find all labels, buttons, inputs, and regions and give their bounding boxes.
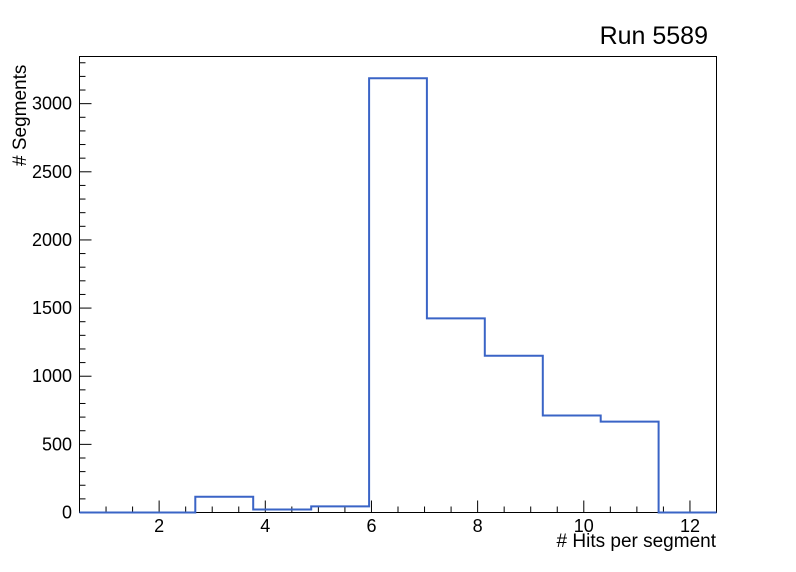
x-tick-label: 8 xyxy=(473,516,483,536)
x-tick-label: 10 xyxy=(574,516,594,536)
y-tick-label: 2000 xyxy=(32,230,72,250)
y-tick-label: 2500 xyxy=(32,162,72,182)
y-tick-label: 1000 xyxy=(32,366,72,386)
x-axis-label: # Hits per segment xyxy=(556,531,716,552)
y-tick-label: 500 xyxy=(42,434,72,454)
y-tick-label: 3000 xyxy=(32,94,72,114)
plot-frame xyxy=(79,56,717,513)
x-tick-label: 2 xyxy=(154,516,164,536)
x-tick-label: 6 xyxy=(366,516,376,536)
y-tick-label: 0 xyxy=(62,503,72,523)
y-tick-label: 1500 xyxy=(32,298,72,318)
x-tick-label: 12 xyxy=(680,516,700,536)
histogram-step-line xyxy=(79,77,717,514)
x-tick-label: 4 xyxy=(260,516,270,536)
plot-title: Run 5589 xyxy=(599,22,708,50)
